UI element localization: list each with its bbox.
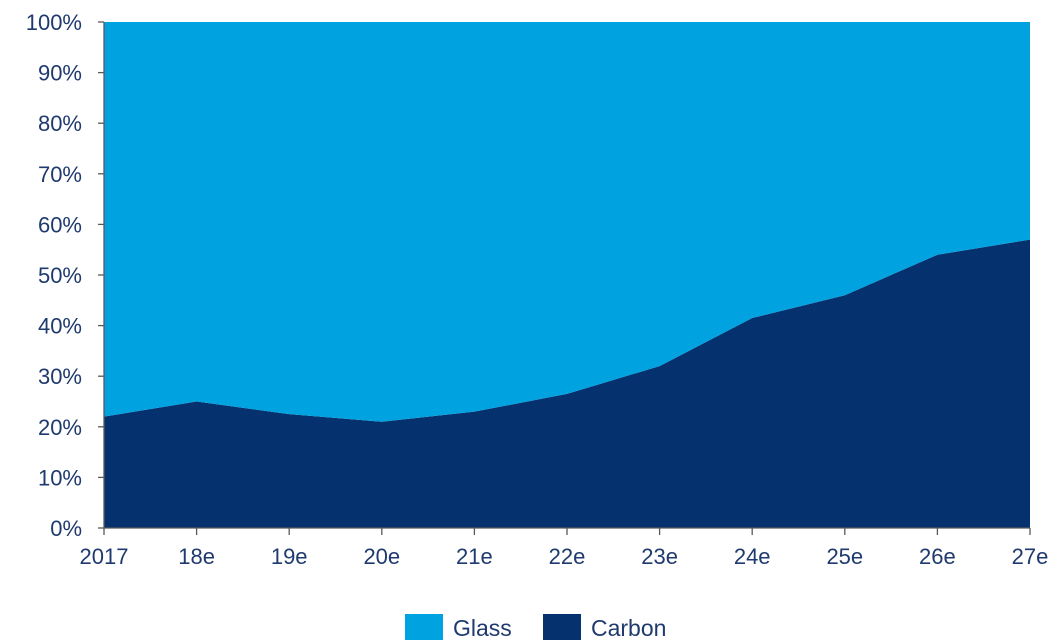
area-series-glass bbox=[104, 22, 1030, 422]
y-tick-label: 100% bbox=[26, 10, 82, 35]
x-tick-label: 26e bbox=[919, 544, 956, 569]
legend-swatch-carbon bbox=[543, 614, 581, 640]
y-tick-label: 0% bbox=[50, 516, 82, 541]
legend-label-carbon: Carbon bbox=[591, 615, 666, 641]
y-tick-label: 20% bbox=[38, 415, 82, 440]
x-tick-label: 19e bbox=[271, 544, 308, 569]
y-tick-label: 70% bbox=[38, 162, 82, 187]
x-tick-label: 27e bbox=[1012, 544, 1049, 569]
y-tick-label: 80% bbox=[38, 111, 82, 136]
x-tick-label: 20e bbox=[363, 544, 400, 569]
y-tick-label: 90% bbox=[38, 61, 82, 86]
x-tick-label: 2017 bbox=[80, 544, 129, 569]
x-tick-label: 23e bbox=[641, 544, 678, 569]
x-tick-label: 24e bbox=[734, 544, 771, 569]
legend-label-glass: Glass bbox=[453, 615, 512, 641]
x-tick-label: 21e bbox=[456, 544, 493, 569]
legend-swatch-glass bbox=[405, 614, 443, 640]
y-tick-label: 30% bbox=[38, 364, 82, 389]
y-tick-label: 10% bbox=[38, 465, 82, 490]
axes: 0% 10% 20% 30% 40% 50% 60% 70% 80% 90% 100% 2017 18e… bbox=[26, 10, 1049, 569]
y-tick-label: 50% bbox=[38, 263, 82, 288]
x-tick-label: 18e bbox=[178, 544, 215, 569]
y-tick-label: 60% bbox=[38, 212, 82, 237]
area-series-carbon bbox=[104, 239, 1030, 528]
y-tick-label: 40% bbox=[38, 314, 82, 339]
legend: Glass Carbon bbox=[405, 614, 666, 641]
x-tick-label: 22e bbox=[549, 544, 586, 569]
plot-area bbox=[104, 22, 1030, 528]
x-tick-label: 25e bbox=[826, 544, 863, 569]
